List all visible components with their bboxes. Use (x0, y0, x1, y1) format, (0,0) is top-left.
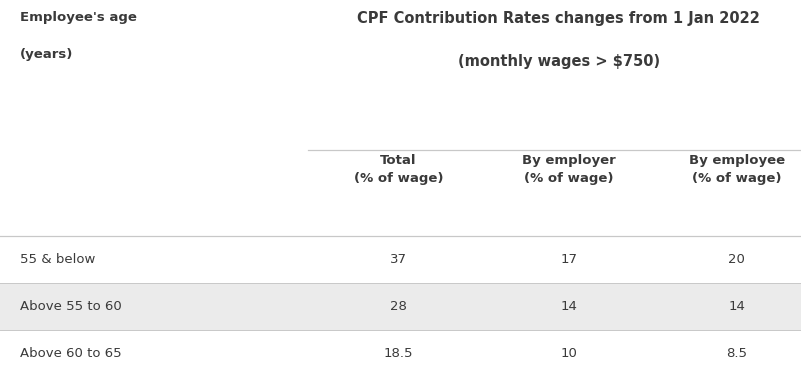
Text: 20: 20 (728, 253, 746, 266)
Text: Employee's age: Employee's age (20, 11, 137, 24)
Text: By employer
(% of wage): By employer (% of wage) (521, 154, 616, 185)
Text: By employee
(% of wage): By employee (% of wage) (689, 154, 785, 185)
Bar (0, 236, 801, 283)
Bar (0, 330, 801, 371)
Text: Above 55 to 60: Above 55 to 60 (20, 300, 122, 313)
Text: (years): (years) (20, 48, 74, 61)
Text: Total
(% of wage): Total (% of wage) (354, 154, 443, 185)
Text: 8.5: 8.5 (727, 347, 747, 360)
Text: 10: 10 (560, 347, 578, 360)
Text: 18.5: 18.5 (384, 347, 413, 360)
Text: 55 & below: 55 & below (20, 253, 95, 266)
Text: 28: 28 (390, 300, 407, 313)
Text: 14: 14 (560, 300, 578, 313)
Text: 14: 14 (728, 300, 746, 313)
Bar (0, 283, 801, 330)
Text: 17: 17 (560, 253, 578, 266)
Text: (monthly wages > $750): (monthly wages > $750) (457, 54, 660, 69)
Text: Above 60 to 65: Above 60 to 65 (20, 347, 122, 360)
Text: 37: 37 (390, 253, 407, 266)
Text: CPF Contribution Rates changes from 1 Jan 2022: CPF Contribution Rates changes from 1 Ja… (357, 11, 760, 26)
